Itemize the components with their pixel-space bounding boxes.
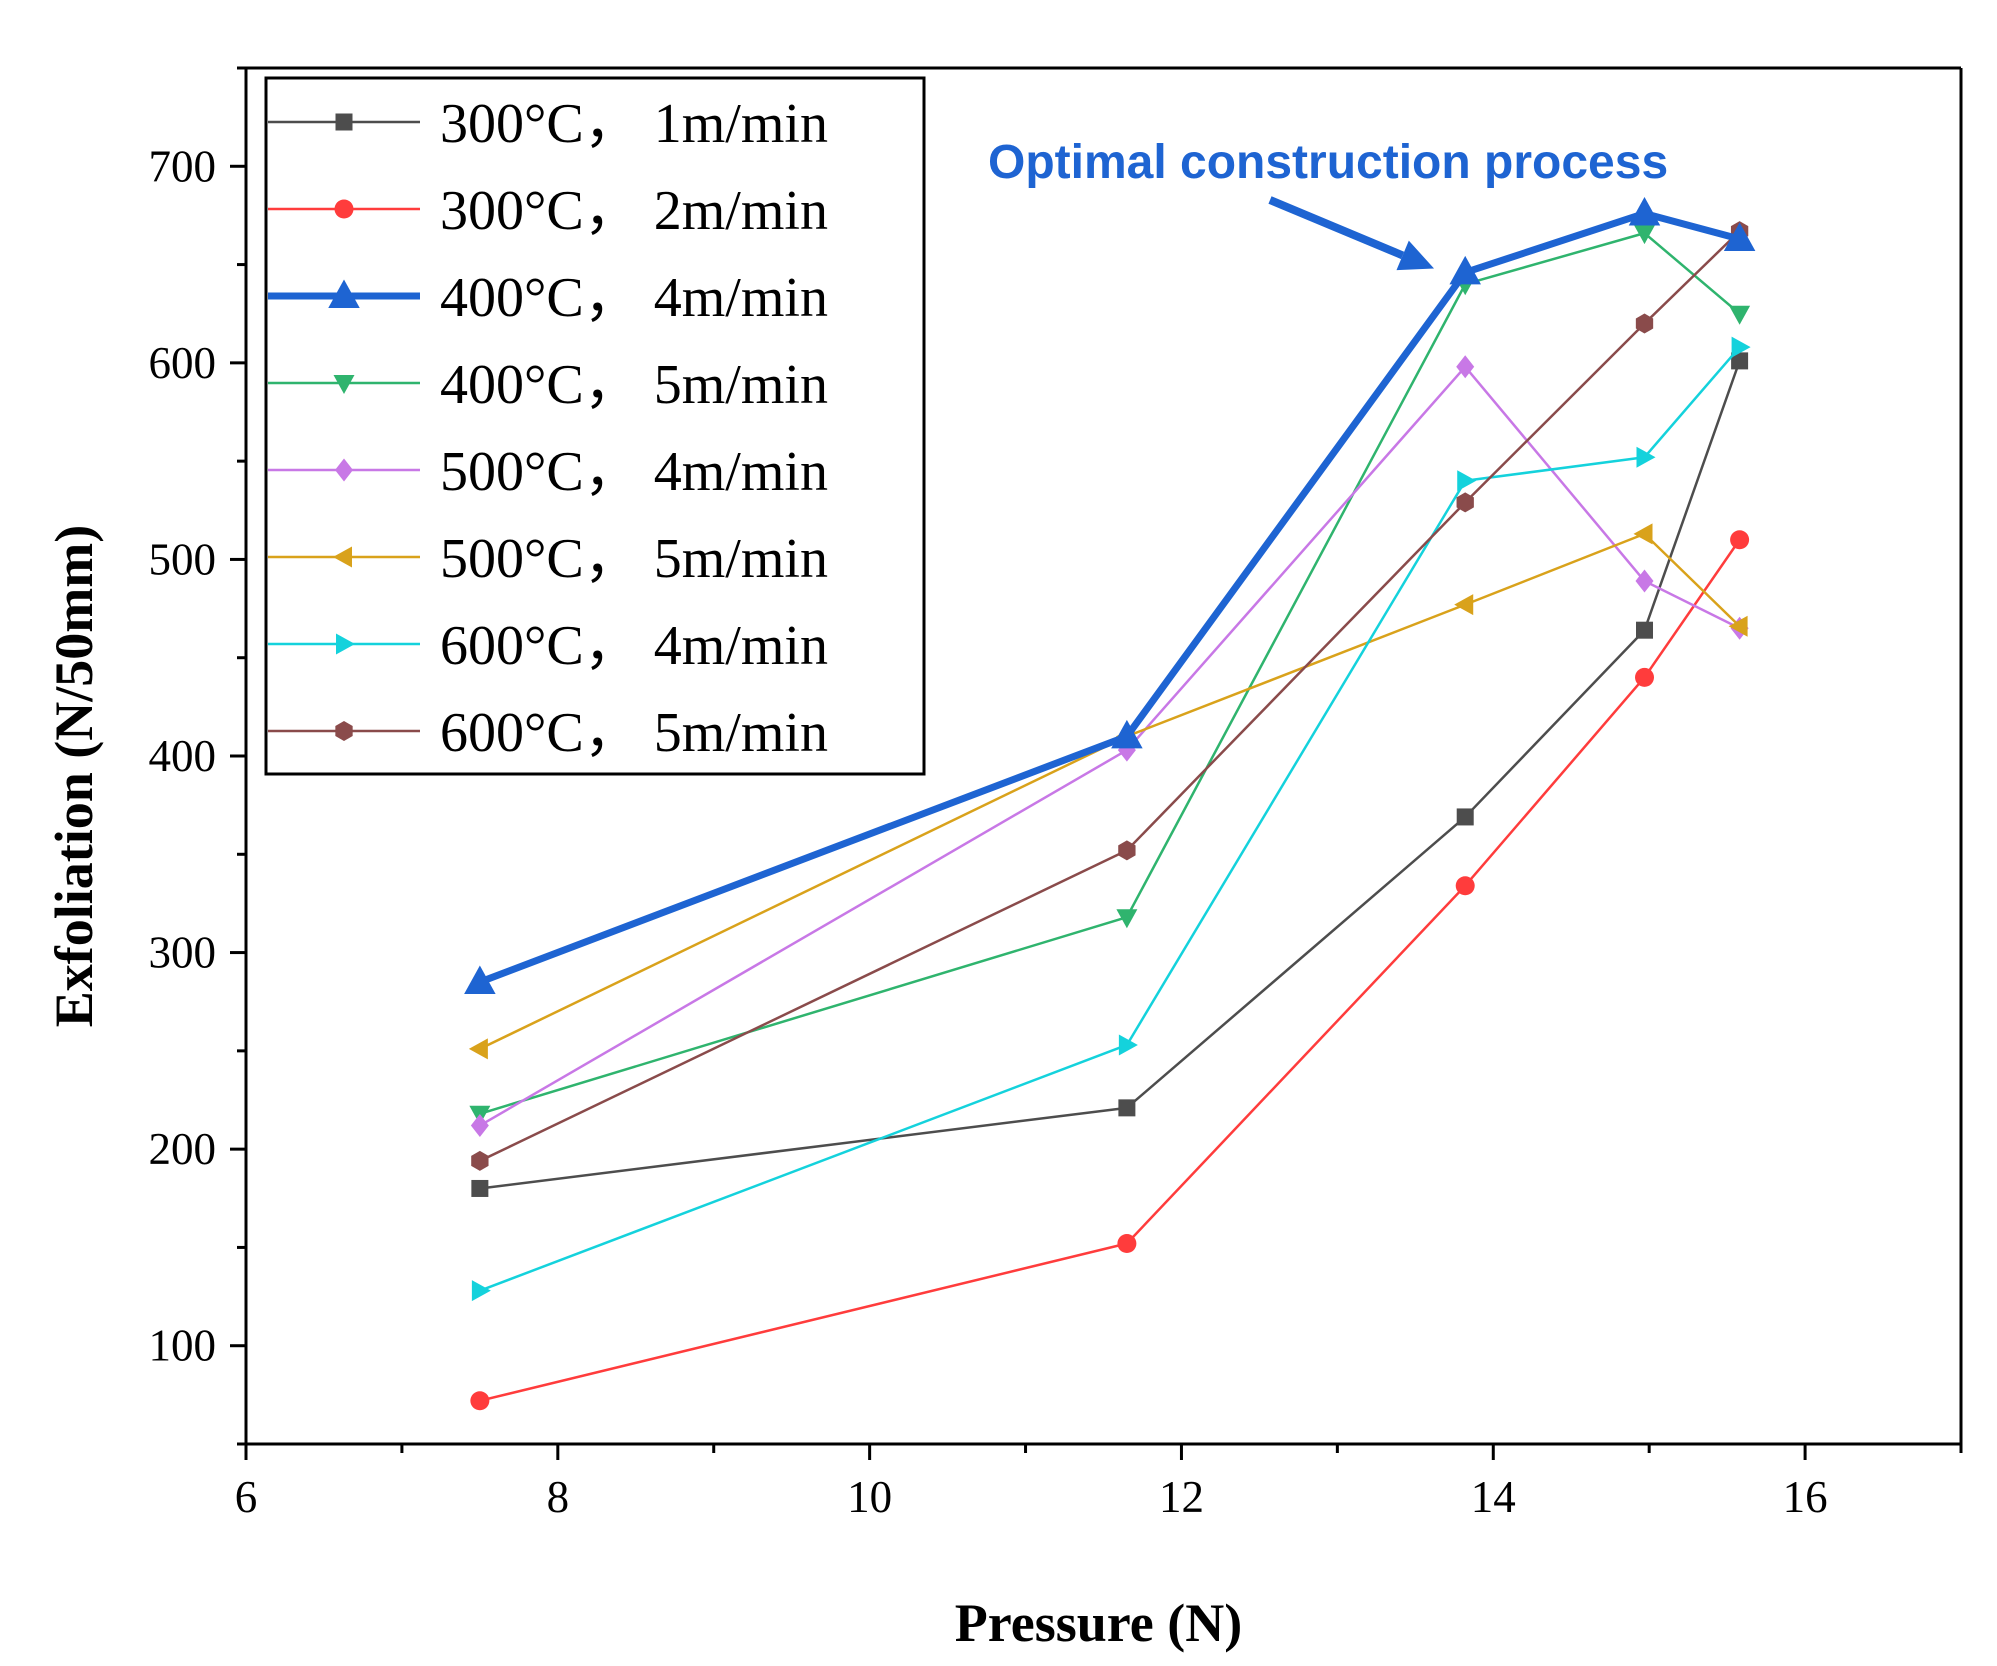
legend-item-4: 500°C， 4m/min	[268, 441, 828, 503]
data-point	[1633, 523, 1653, 545]
legend-item-7: 600°C， 5m/min	[268, 702, 828, 764]
x-tick-label: 12	[1159, 1472, 1204, 1522]
legend-marker	[335, 113, 353, 131]
data-point	[468, 1038, 488, 1060]
legend-label: 500°C， 5m/min	[440, 528, 828, 590]
data-point	[1729, 305, 1751, 325]
legend-item-6: 600°C， 4m/min	[268, 615, 828, 677]
legend-item-1: 300°C， 2m/min	[268, 180, 828, 242]
data-point	[1730, 530, 1750, 550]
data-point	[1635, 313, 1654, 334]
y-tick-label: 400	[149, 731, 217, 781]
legend: 300°C， 1m/min 300°C， 2m/min 400°C， 4m/min 4…	[264, 76, 926, 776]
data-point	[1117, 1233, 1137, 1253]
data-point	[1116, 909, 1138, 929]
data-point	[1728, 615, 1748, 637]
series-0	[471, 352, 1749, 1197]
annotation-arrow-head	[1396, 240, 1435, 271]
y-tick-label: 500	[149, 534, 217, 584]
data-point	[464, 965, 496, 995]
legend-marker	[333, 546, 352, 568]
legend-label: 400°C， 4m/min	[440, 267, 828, 329]
series-2	[464, 196, 1756, 995]
data-point	[471, 1150, 489, 1171]
data-point	[1634, 225, 1656, 245]
legend-marker	[336, 633, 355, 655]
legend-marker	[335, 721, 353, 741]
series-6	[471, 336, 1751, 1302]
data-point	[1111, 719, 1143, 749]
x-tick-label: 10	[847, 1472, 892, 1522]
x-tick-label: 8	[547, 1472, 570, 1522]
legend-label: 300°C， 1m/min	[440, 93, 828, 155]
series-7	[471, 221, 1749, 1171]
y-tick-label: 600	[149, 338, 217, 388]
data-point	[1118, 840, 1136, 861]
data-point	[1731, 352, 1749, 370]
data-point	[1456, 808, 1474, 826]
x-tick-label: 16	[1783, 1472, 1828, 1522]
legend-marker	[335, 458, 353, 482]
legend-marker	[334, 199, 354, 219]
data-point	[1454, 594, 1474, 616]
data-point	[1456, 355, 1475, 379]
series-1	[470, 530, 1750, 1411]
data-point	[1635, 667, 1655, 687]
x-tick-label: 14	[1471, 1472, 1516, 1522]
data-point	[1636, 446, 1656, 468]
data-point	[471, 1280, 491, 1302]
data-point	[1636, 621, 1654, 639]
legend-box	[264, 76, 926, 776]
legend-item-5: 500°C， 5m/min	[268, 528, 828, 590]
x-axis-title: Pressure (N)	[955, 1593, 1242, 1653]
axes: 6 8 10 12 14 16 100 200 300 400 500 600 700 Pressure …	[44, 66, 1963, 1653]
legend-label: 600°C， 4m/min	[440, 615, 828, 677]
data-point	[1723, 222, 1756, 252]
legend-item-3: 400°C， 5m/min	[268, 354, 828, 416]
data-point	[1118, 1099, 1136, 1117]
series-4	[470, 355, 1749, 1138]
y-tick-label: 100	[149, 1321, 217, 1371]
data-point	[470, 1391, 490, 1411]
annotation-arrow-shaft	[1268, 196, 1405, 260]
y-tick-label: 200	[149, 1124, 217, 1174]
legend-marker	[328, 279, 360, 308]
y-axis-title: Exfoliation (N/50mm)	[44, 525, 104, 1027]
data-point	[471, 1179, 489, 1197]
legend-item-0: 300°C， 1m/min	[268, 93, 828, 155]
data-point	[1456, 492, 1474, 513]
data-point	[1118, 1034, 1138, 1056]
data-point	[1457, 470, 1477, 492]
plot-series	[464, 196, 1756, 1411]
legend-label: 300°C， 2m/min	[440, 180, 828, 242]
y-tick-label: 300	[149, 928, 217, 978]
legend-item-2: 400°C， 4m/min	[268, 267, 828, 329]
legend-label: 600°C， 5m/min	[440, 702, 828, 764]
data-point	[1628, 196, 1661, 226]
data-point	[1455, 876, 1475, 896]
data-point	[1635, 569, 1654, 593]
data-point	[1731, 336, 1751, 358]
legend-marker	[333, 375, 355, 394]
x-tick-label: 6	[235, 1472, 258, 1522]
legend-label: 400°C， 5m/min	[440, 354, 828, 416]
annotation-text: Optimal construction process	[988, 136, 1668, 189]
y-tick-label: 700	[149, 141, 217, 191]
data-point	[1449, 255, 1481, 285]
annotation: Optimal construction process	[988, 136, 1668, 271]
legend-label: 500°C， 4m/min	[440, 441, 828, 503]
data-point	[470, 1114, 489, 1138]
